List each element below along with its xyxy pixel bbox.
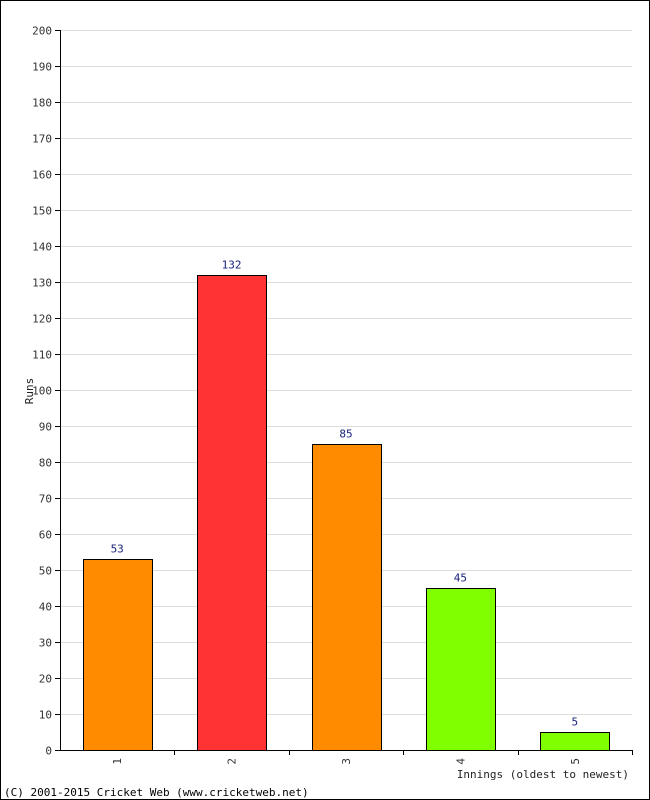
y-tick-label: 110 <box>32 349 52 362</box>
bar-innings-4 <box>426 588 496 751</box>
y-tick-label: 70 <box>39 493 52 506</box>
y-tick-label: 140 <box>32 241 52 254</box>
bar-innings-2 <box>197 275 267 751</box>
x-tick-label: 1 <box>111 758 124 765</box>
data-labels: 53 132 85 45 5 <box>111 259 579 729</box>
y-tick-label: 20 <box>39 673 52 686</box>
y-tick-label: 80 <box>39 457 52 470</box>
y-tick-label: 150 <box>32 205 52 218</box>
data-label: 45 <box>454 572 467 585</box>
y-tick-label: 120 <box>32 313 52 326</box>
bar-innings-3 <box>312 444 382 751</box>
y-axis-label: Runs <box>23 378 36 405</box>
y-tick-label: 90 <box>39 421 52 434</box>
copyright-footer: (C) 2001-2015 Cricket Web (www.cricketwe… <box>4 786 309 799</box>
x-axis-label: Innings (oldest to newest) <box>457 768 629 781</box>
y-tick-label: 170 <box>32 133 52 146</box>
bar-innings-1 <box>83 559 153 751</box>
x-tick-label: 2 <box>226 758 239 765</box>
gridlines <box>60 30 632 715</box>
data-label: 53 <box>111 543 124 556</box>
axes: 0 10 20 30 40 50 60 70 80 90 100 110 120 130 140 150 160… <box>32 25 633 765</box>
data-label: 5 <box>571 716 578 729</box>
y-tick-label: 160 <box>32 169 52 182</box>
y-tick-label: 60 <box>39 529 52 542</box>
y-tick-label: 130 <box>32 277 52 290</box>
y-tick-label: 0 <box>45 745 52 758</box>
bars <box>83 275 610 751</box>
x-tick-label: 4 <box>454 758 467 765</box>
y-tick-label: 50 <box>39 565 52 578</box>
data-label: 132 <box>222 259 242 272</box>
x-tick-label: 3 <box>340 758 353 765</box>
y-tick-label: 30 <box>39 637 52 650</box>
bar-innings-5 <box>540 732 610 751</box>
x-tick-label: 5 <box>569 758 582 765</box>
y-tick-label: 180 <box>32 97 52 110</box>
y-tick-label: 10 <box>39 709 52 722</box>
y-tick-label: 40 <box>39 601 52 614</box>
y-tick-label: 190 <box>32 61 52 74</box>
data-label: 85 <box>339 428 352 441</box>
y-tick-label: 200 <box>32 25 52 38</box>
y-tick-label: 100 <box>32 385 52 398</box>
